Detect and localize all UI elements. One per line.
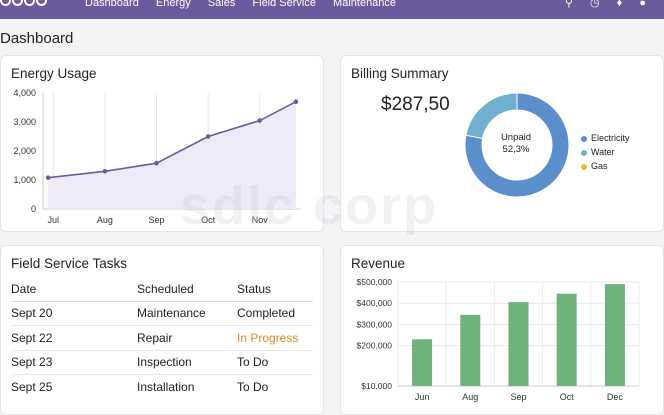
cell-scheduled: Inspection <box>137 350 237 376</box>
revenue-y-tick: $400,000 <box>357 298 393 308</box>
revenue-bar[interactable] <box>460 314 481 386</box>
revenue-bar[interactable] <box>604 284 625 386</box>
donut-center-label: Unpaid 52,3% <box>481 132 551 156</box>
unpaid-label: Unpaid <box>500 132 532 143</box>
legend-label: Gas <box>591 161 608 171</box>
cell-status: To Do <box>237 380 269 395</box>
legend-swatch <box>581 149 587 156</box>
top-navbar: Dashboard Energy Sales Field Service Mai… <box>0 0 664 19</box>
app-logo[interactable] <box>0 0 48 11</box>
billing-legend: Electricity Water Gas <box>581 133 630 175</box>
cell-scheduled: Maintenance <box>137 301 237 327</box>
cell-status: Completed <box>237 301 313 327</box>
user-icon[interactable]: ● <box>639 0 646 9</box>
energy-point[interactable] <box>205 134 211 139</box>
tasks-header-row: Date Scheduled Status <box>11 277 313 302</box>
table-row[interactable]: Sept 23 Inspection To Do <box>11 350 313 376</box>
donut-slice-water[interactable] <box>465 92 518 140</box>
nav-sales[interactable]: Sales <box>207 0 236 9</box>
page-title: Dashboard <box>0 30 74 47</box>
cell-scheduled: Installation <box>137 380 195 395</box>
revenue-y-tick: $500,000 <box>357 277 393 287</box>
revenue-x-tick: Dec <box>607 392 624 402</box>
energy-point[interactable] <box>154 160 159 166</box>
energy-x-tick: Jul <box>48 215 60 225</box>
table-row[interactable]: Sept 22 Repair In Progress <box>11 325 313 351</box>
energy-y-tick: 2,000 <box>13 146 36 156</box>
revenue-y-tick: $10,000 <box>361 381 392 391</box>
nav-energy[interactable]: Energy <box>155 0 191 9</box>
energy-x-tick: Aug <box>97 215 113 225</box>
billing-donut-chart <box>464 92 570 198</box>
billing-summary-title: Billing Summary <box>351 66 449 81</box>
legend-label: Electricity <box>591 133 630 143</box>
legend-item-water[interactable]: Water <box>581 147 630 157</box>
energy-y-tick: 1,000 <box>13 175 36 185</box>
nav-dashboard[interactable]: Dashboard <box>85 0 139 9</box>
header-status[interactable]: Status <box>237 277 313 302</box>
header-scheduled[interactable]: Scheduled <box>137 277 237 302</box>
table-row[interactable]: Sept 20 Maintenance Completed <box>11 301 313 327</box>
revenue-bar-chart: $500,000 $400,000 $300,000 $200,000 $10,000 J… <box>357 277 640 402</box>
revenue-card: Revenue $500,000 $400,000 $300,000 $200,000… <box>340 245 664 415</box>
energy-point[interactable] <box>293 99 299 104</box>
donut-slice-electricity[interactable] <box>464 92 570 198</box>
revenue-x-tick: Oct <box>560 392 575 402</box>
clock-icon[interactable]: ◷ <box>589 0 600 9</box>
cell-status: To Do <box>237 350 313 376</box>
nav-maintenance[interactable]: Maintenance <box>333 0 397 9</box>
revenue-bar[interactable] <box>508 302 529 386</box>
field-service-tasks-card: Field Service Tasks Date Scheduled Statu… <box>0 245 324 415</box>
main-nav: Dashboard Energy Sales Field Service Mai… <box>85 0 410 9</box>
energy-point[interactable] <box>257 118 263 123</box>
billing-amount: $287,50 <box>381 94 450 115</box>
energy-x-tick: Sep <box>149 215 165 225</box>
revenue-bar[interactable] <box>412 339 433 386</box>
legend-label: Water <box>591 147 615 157</box>
legend-item-electricity[interactable]: Electricity <box>581 133 630 143</box>
revenue-x-tick: Aug <box>462 392 478 402</box>
revenue-y-tick: $300,000 <box>357 319 393 329</box>
revenue-bar[interactable] <box>556 293 577 386</box>
energy-point[interactable] <box>102 169 108 174</box>
header-date[interactable]: Date <box>11 277 137 302</box>
legend-swatch <box>581 135 587 142</box>
energy-usage-card: Energy Usage 4,000 3,000 2,000 1,000 0 Jul Aug… <box>0 55 324 232</box>
search-icon[interactable]: ⚲ <box>564 0 573 9</box>
energy-point[interactable] <box>45 175 51 180</box>
energy-y-tick: 4,000 <box>13 88 36 98</box>
table-row[interactable]: Sept 25 Installation To Do <box>11 375 313 400</box>
energy-y-tick: 0 <box>31 204 36 214</box>
cell-date: Sept 25 <box>11 380 53 395</box>
cell-date: Sept 20 <box>11 301 137 327</box>
cell-scheduled: Repair <box>137 325 237 351</box>
revenue-title: Revenue <box>351 256 406 271</box>
energy-usage-chart: 4,000 3,000 2,000 1,000 0 Jul Aug Sep Oct Nov <box>13 88 301 225</box>
energy-y-tick: 3,000 <box>13 117 36 127</box>
field-service-tasks-title: Field Service Tasks <box>11 256 128 271</box>
bell-icon[interactable]: ♦ <box>616 0 623 9</box>
cell-date: Sept 22 <box>11 325 137 351</box>
cell-date: Sept 23 <box>11 350 137 376</box>
tasks-table: Date Scheduled Status Sept 20 Maintenance… <box>11 277 313 399</box>
top-icons: ⚲ ◷ ♦ ● <box>551 0 646 9</box>
energy-x-tick: Nov <box>252 215 269 225</box>
cell-status: In Progress <box>237 325 313 351</box>
revenue-x-tick: Jun <box>415 392 430 402</box>
revenue-y-tick: $200,000 <box>357 341 393 351</box>
energy-line <box>48 100 297 179</box>
unpaid-value: 52,3% <box>502 144 530 155</box>
billing-summary-card: Billing Summary $287,50 Unpaid 52,3% Ele… <box>340 55 664 232</box>
nav-field-service[interactable]: Field Service <box>252 0 316 9</box>
legend-swatch <box>581 163 587 170</box>
revenue-x-tick: Sep <box>510 392 526 402</box>
energy-x-tick: Oct <box>201 215 216 225</box>
legend-item-gas[interactable]: Gas <box>581 161 630 171</box>
energy-usage-title: Energy Usage <box>11 66 97 81</box>
